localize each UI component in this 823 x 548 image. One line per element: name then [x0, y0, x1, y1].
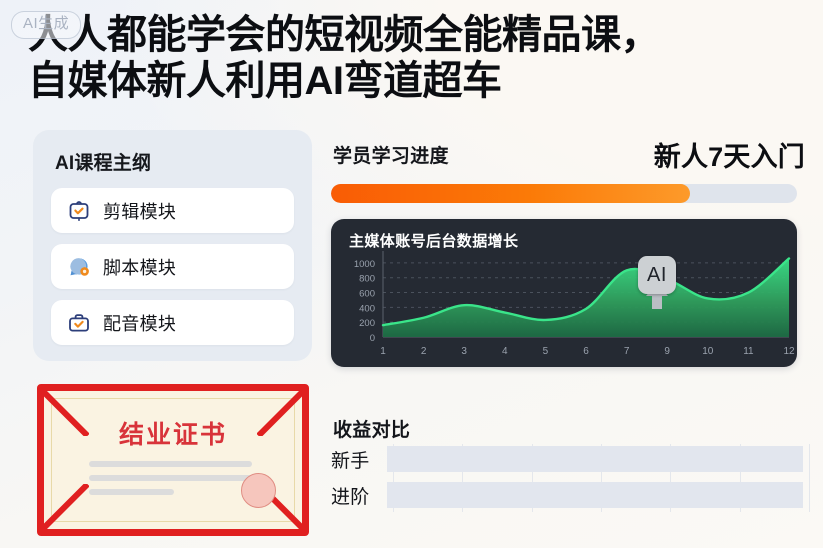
- growth-chart-card: 主媒体账号后台数据增长 1000 800 600 400 200 0 1 2 3 4 5 6 7 9 10 1…: [331, 219, 797, 367]
- certificate-placeholder-line: [89, 489, 174, 495]
- svg-text:0: 0: [370, 333, 375, 344]
- module-item-editing[interactable]: 剪辑模块: [51, 188, 294, 233]
- income-bar-label: 新手: [331, 450, 370, 472]
- clipboard-check-icon: [67, 199, 91, 223]
- svg-text:6: 6: [583, 346, 589, 357]
- growth-chart-title: 主媒体账号后台数据增长: [349, 233, 519, 250]
- course-outline-card: AI课程主纲 剪辑模块 脚本模块: [33, 130, 312, 361]
- page-title: 人人都能学会的短视频全能精品课， 自媒体新人利用AI弯道超车: [28, 13, 661, 104]
- svg-text:9: 9: [664, 346, 670, 357]
- svg-text:1000: 1000: [354, 259, 375, 270]
- svg-text:400: 400: [359, 303, 375, 314]
- certificate-corner-bottom-left: [44, 484, 89, 529]
- svg-text:11: 11: [743, 346, 754, 357]
- completion-certificate: 结业证书: [37, 384, 309, 536]
- module-item-voiceover[interactable]: 配音模块: [51, 300, 294, 345]
- income-bar-row: 进阶: [331, 482, 813, 508]
- svg-text:600: 600: [359, 289, 375, 300]
- svg-text:10: 10: [702, 346, 714, 357]
- certificate-placeholder-line: [89, 461, 252, 467]
- toolbox-check-icon: [67, 311, 91, 335]
- module-label: 剪辑模块: [103, 201, 177, 222]
- progress-bar-track: [331, 184, 797, 203]
- svg-text:1: 1: [380, 346, 386, 357]
- kicker-headline: 新人7天入门: [653, 142, 805, 172]
- svg-text:3: 3: [461, 346, 467, 357]
- module-label: 配音模块: [103, 313, 177, 334]
- progress-label: 学员学习进度: [333, 146, 449, 167]
- svg-text:800: 800: [359, 274, 375, 285]
- income-comparison-title: 收益对比: [333, 420, 411, 441]
- income-bar-row: 新手: [331, 446, 813, 472]
- income-gridlines: [393, 444, 810, 512]
- svg-text:12: 12: [783, 346, 795, 357]
- income-bar-label: 进阶: [331, 486, 370, 508]
- svg-text:200: 200: [359, 318, 375, 329]
- income-bar-track: [387, 446, 803, 472]
- certificate-placeholder-line: [89, 475, 252, 481]
- svg-text:2: 2: [421, 346, 427, 357]
- chat-bubble-dot-icon: [67, 255, 91, 279]
- progress-bar-fill: [331, 184, 690, 203]
- certificate-title: 结业证书: [118, 421, 227, 449]
- ai-annotation-badge: AI: [638, 256, 676, 294]
- module-item-script[interactable]: 脚本模块: [51, 244, 294, 289]
- ai-watermark-badge: AI生成: [11, 11, 82, 39]
- module-label: 脚本模块: [103, 257, 177, 278]
- svg-text:4: 4: [502, 346, 508, 357]
- income-bar-track: [387, 482, 803, 508]
- svg-text:7: 7: [624, 346, 630, 357]
- svg-text:5: 5: [543, 346, 549, 357]
- income-comparison-chart: 新手 进阶: [331, 444, 813, 512]
- course-outline-title: AI课程主纲: [55, 153, 152, 174]
- certificate-seal: [241, 473, 276, 508]
